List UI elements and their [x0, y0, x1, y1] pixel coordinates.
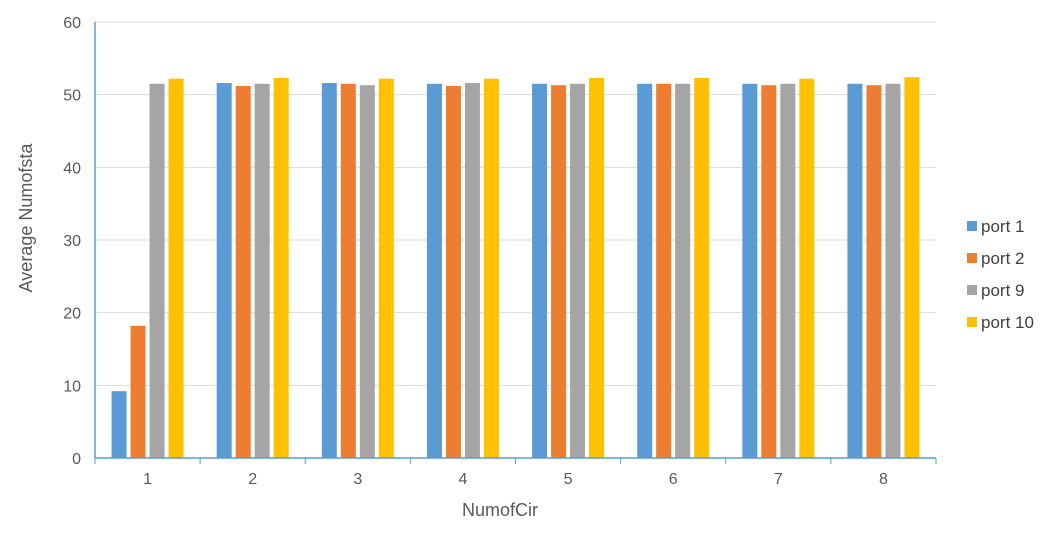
- gridlines: [95, 21, 936, 386]
- bar: [866, 85, 882, 458]
- y-tick-label: 50: [63, 88, 81, 105]
- bar: [694, 77, 710, 458]
- bar: [445, 85, 461, 459]
- y-tick-label: 0: [72, 451, 81, 468]
- bar: [761, 85, 777, 458]
- bars: [111, 77, 920, 459]
- bar: [216, 83, 232, 458]
- y-tick-label: 30: [63, 233, 81, 250]
- legend-swatch: [967, 285, 977, 295]
- bar: [780, 83, 796, 459]
- bar: [149, 83, 165, 459]
- bar: [111, 391, 127, 458]
- bar: [656, 83, 672, 459]
- x-tick-label: 8: [879, 471, 888, 488]
- bar: [340, 83, 356, 459]
- bar: [359, 85, 375, 458]
- bar: [799, 78, 815, 459]
- x-tick-label: 5: [564, 471, 573, 488]
- y-tick-label: 60: [63, 15, 81, 32]
- bar: [637, 83, 653, 459]
- bar: [532, 83, 548, 459]
- bar: [847, 83, 863, 459]
- x-tick-label: 2: [248, 471, 257, 488]
- bar: [464, 83, 480, 458]
- legend: port 1 port 2 port 9 port 10: [967, 217, 1034, 332]
- x-tick-label: 6: [669, 471, 678, 488]
- legend-label: port 2: [981, 249, 1024, 268]
- bar: [235, 85, 251, 459]
- bar: [273, 77, 289, 458]
- x-axis-title: NumofCir: [462, 500, 538, 520]
- bar: [130, 325, 146, 458]
- bar: [885, 83, 901, 459]
- bar: [483, 78, 499, 459]
- legend-swatch: [967, 221, 977, 231]
- y-axis-title: Average Numofsta: [16, 143, 36, 293]
- x-tick-label: 7: [774, 471, 783, 488]
- legend-label: port 9: [981, 281, 1024, 300]
- x-tick-label: 1: [143, 471, 152, 488]
- x-tick-label: 4: [458, 471, 467, 488]
- legend-swatch: [967, 317, 977, 327]
- bar: [589, 77, 605, 458]
- x-tick-label: 3: [353, 471, 362, 488]
- bar: [675, 83, 691, 459]
- bar: [321, 83, 337, 458]
- bar: [426, 83, 442, 459]
- bar: [570, 83, 586, 459]
- bar: [742, 83, 758, 459]
- y-tick-label: 20: [63, 306, 81, 323]
- legend-label: port 10: [981, 313, 1034, 332]
- bar: [904, 77, 920, 458]
- y-axis-ticks: 0 10 20 30 40 50 60: [63, 15, 81, 468]
- y-tick-label: 40: [63, 160, 81, 177]
- bar: [378, 78, 394, 459]
- y-tick-label: 10: [63, 378, 81, 395]
- x-axis-ticks: 1 2 3 4 5 6 7 8: [94, 458, 937, 488]
- bar: [254, 83, 270, 459]
- legend-label: port 1: [981, 217, 1024, 236]
- legend-swatch: [967, 253, 977, 263]
- bar: [551, 85, 567, 458]
- bar: [168, 78, 184, 459]
